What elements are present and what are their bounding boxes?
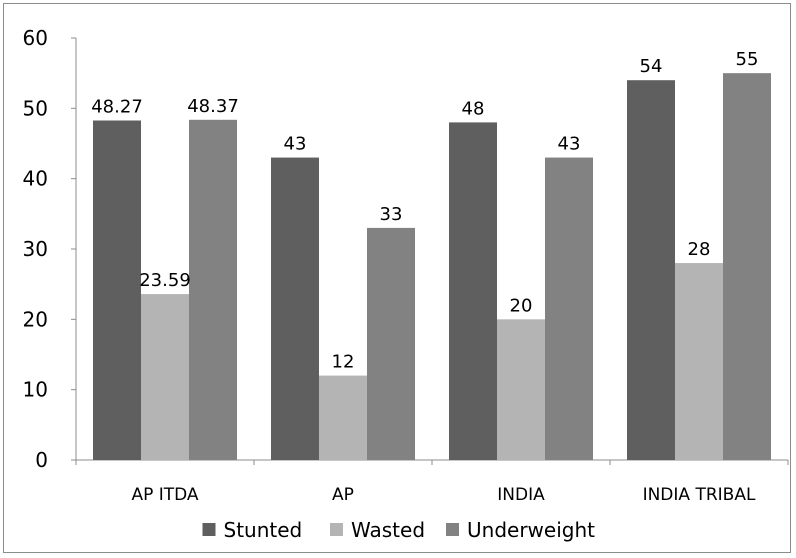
legend: Stunted Wasted Underweight [202,518,595,542]
bar-wasted-ap [319,375,367,460]
y-tick-label: 40 [23,167,48,191]
data-label: 23.59 [139,270,191,291]
bar-stunted-ap [271,157,319,461]
data-labels: 48.27 43 48 54 23.59 12 20 28 48.37 33 43 55 [91,49,758,372]
data-label: 54 [640,56,663,77]
data-label: 28 [688,239,711,260]
bar-stunted-ap-itda [93,120,141,460]
bar-underweight-india-tribal [723,73,771,461]
bar-wasted-ap-itda [141,294,189,460]
data-label: 33 [380,204,403,225]
data-label: 48.37 [187,96,239,117]
data-label: 12 [332,352,355,373]
legend-label-underweight: Underweight [467,518,595,542]
y-tick-label: 0 [35,448,48,472]
y-tick-label: 50 [23,96,48,120]
bars [93,73,771,461]
y-tick-label: 10 [23,378,48,402]
bar-underweight-ap-itda [189,119,237,460]
x-category-label: AP [332,485,354,505]
data-label: 48.27 [91,97,143,118]
bar-wasted-india [497,319,545,460]
y-tick-label: 60 [23,26,48,50]
x-category-label: INDIA [497,485,545,505]
bar-underweight-ap [367,227,415,460]
data-label: 20 [510,295,533,316]
legend-swatch-stunted [202,523,216,536]
bar-wasted-india-tribal [675,263,723,460]
bar-stunted-india-tribal [627,80,675,460]
x-category-label: AP ITDA [131,485,198,505]
data-label: 55 [736,49,759,70]
legend-swatch-underweight [446,523,459,536]
data-label: 43 [284,134,307,155]
legend-swatch-wasted [330,523,343,536]
data-label: 43 [558,134,581,155]
y-tick-label: 20 [23,307,48,331]
bar-stunted-india [449,122,497,461]
data-label: 48 [462,98,485,119]
bar-underweight-india [545,157,593,461]
y-tick-label: 30 [23,237,48,261]
legend-label-wasted: Wasted [351,518,425,542]
legend-label-stunted: Stunted [224,518,303,542]
x-category-label: INDIA TRIBAL [643,485,756,505]
